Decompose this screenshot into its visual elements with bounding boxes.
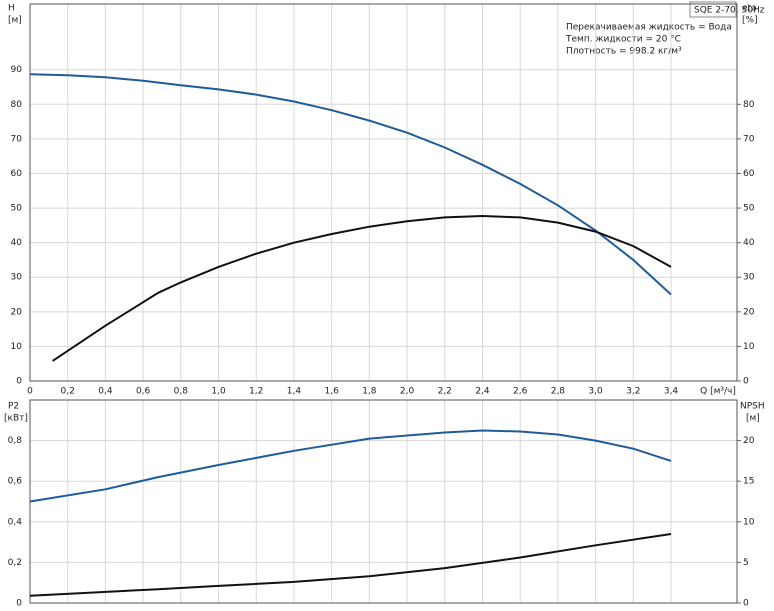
y2-tick-label: 60 [743,169,755,179]
y2-tick-label: 0 [743,599,749,609]
x-tick-label: 1,6 [324,387,339,397]
x-tick-label: 0,2 [61,387,75,397]
model-label: SQE 2-70, 50Hz [694,6,765,16]
x-tick-label: 0,6 [136,387,151,397]
y2-axis-title: NPSH [740,402,765,412]
y-axis-title: P2 [8,402,19,412]
curve [52,214,672,362]
x-tick-label: 0 [27,387,33,397]
y-tick-label: 0,6 [8,477,23,487]
y-tick-label: 80 [11,100,23,110]
y-tick-label: 0,2 [8,558,22,568]
x-tick-label: 0,8 [174,387,189,397]
x-axis-title: Q [м³/ч] [700,387,736,397]
x-tick-label: 1,0 [211,387,226,397]
annotation: Темп. жидкости = 20 °C [565,35,681,45]
plot-frame [29,3,738,382]
plot-frame [29,399,738,604]
x-tick-label: 3,2 [626,387,640,397]
x-tick-label: 2,8 [551,387,566,397]
y-tick-label: 70 [11,134,23,144]
y-tick-label: 0,8 [8,436,23,446]
y2-tick-label: 10 [743,517,755,527]
x-tick-label: 2,0 [400,387,415,397]
y2-tick-label: 20 [743,436,755,446]
y-tick-label: 60 [11,169,23,179]
x-tick-label: 0,4 [98,387,113,397]
y2-tick-label: 30 [743,273,755,283]
y2-tick-label: 20 [743,307,755,317]
y-tick-label: 0 [16,599,22,609]
y2-axis-unit: [м] [746,414,760,424]
y2-tick-label: 5 [743,558,749,568]
annotation: Плотность = 998.2 кг/м³ [566,47,682,57]
y-tick-label: 90 [11,65,23,75]
y2-tick-label: 50 [743,204,755,214]
x-tick-label: 2,6 [513,387,528,397]
x-tick-label: 1,8 [362,387,377,397]
y2-tick-label: 10 [743,342,755,352]
x-tick-label: 3,0 [588,387,603,397]
curve [29,429,672,503]
y-tick-label: 50 [11,204,23,214]
x-tick-label: 1,2 [249,387,263,397]
y2-tick-label: 0 [743,377,749,387]
y-tick-label: 20 [11,307,23,317]
model-box [689,1,737,18]
y-axis-unit: [м] [8,16,22,26]
y2-tick-label: 70 [743,134,755,144]
y-tick-label: 40 [11,238,23,248]
x-tick-label: 2,2 [438,387,452,397]
y-tick-label: 0 [16,377,22,387]
y-axis-title: H [8,4,15,14]
y-axis-unit: [кВт] [4,414,28,424]
y-tick-label: 10 [11,342,23,352]
y-tick-label: 30 [11,273,23,283]
x-tick-label: 2,4 [475,387,490,397]
y2-tick-label: 40 [743,238,755,248]
y2-tick-label: 80 [743,100,755,110]
y2-axis-unit: [%] [742,16,758,26]
curve [29,533,672,597]
y2-axis-title: eta [742,4,757,14]
annotation: Перекачиваемая жидкость = Вода [566,23,732,33]
curve [29,73,672,296]
y-tick-label: 0,4 [8,517,23,527]
x-tick-label: 3,4 [664,387,679,397]
y2-tick-label: 15 [743,477,754,487]
x-tick-label: 1,4 [287,387,302,397]
